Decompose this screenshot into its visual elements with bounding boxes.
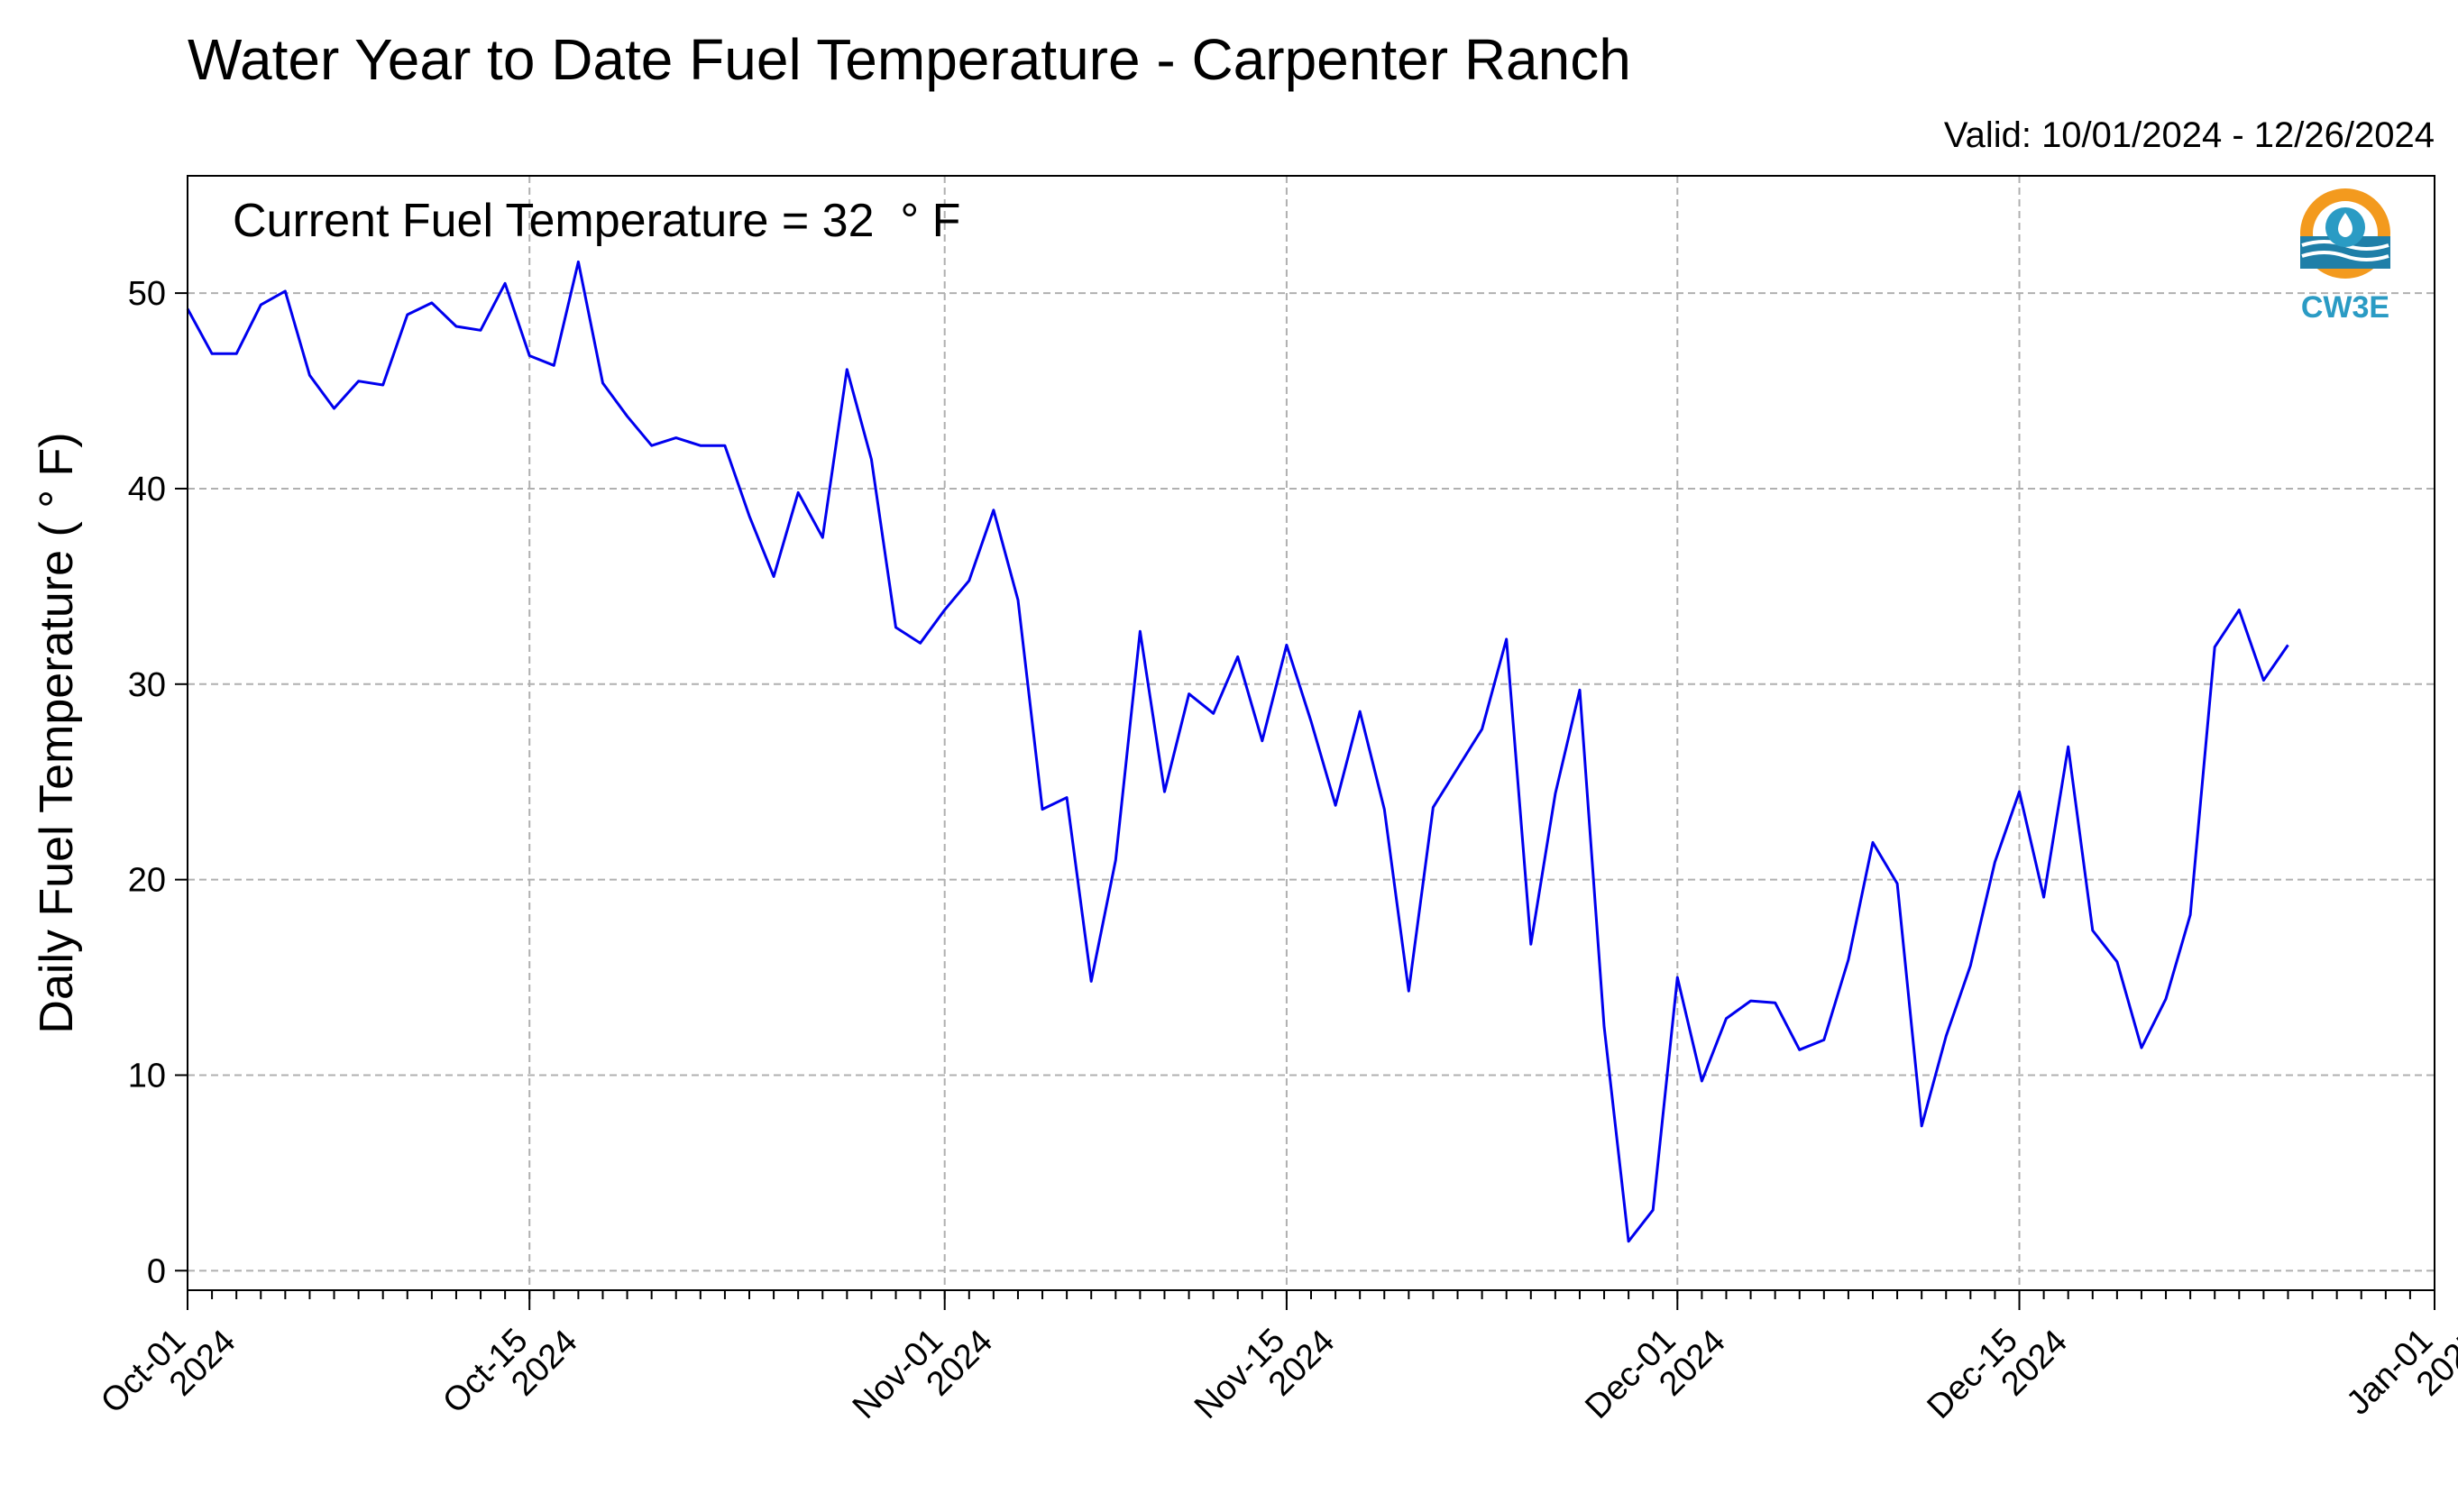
x-tick-label: Jan-012025 [2339, 1297, 2458, 1448]
water-drop-icon [2338, 213, 2353, 237]
y-tick-label: 10 [128, 1057, 166, 1095]
axis-ticks: 0 10 20 30 40 50 Oct-012024 Oct-152024 Nov-01202… [94, 275, 2458, 1452]
cw3e-logo: CW3E [2300, 188, 2390, 325]
y-tick-label: 20 [128, 862, 166, 900]
x-tick-label: Nov-152024 [1188, 1297, 1342, 1452]
x-tick-label: Dec-152024 [1921, 1297, 2075, 1452]
x-tick-label: Oct-152024 [436, 1297, 584, 1446]
data-series [186, 260, 2289, 1243]
current-fuel-temperature-annotation: Current Fuel Temperature = 32 ° F [233, 195, 960, 247]
chart-title: Water Year to Date Fuel Temperature - Ca… [188, 27, 1631, 92]
fuel-temperature-line [186, 260, 2289, 1243]
y-tick-label: 30 [128, 666, 166, 704]
x-tick-label: Oct-012024 [94, 1297, 243, 1446]
x-tick-label: Nov-012024 [846, 1297, 1000, 1452]
y-tick-label: 50 [128, 275, 166, 313]
logo-text: CW3E [2301, 290, 2389, 325]
y-axis-label: Daily Fuel Temperature ( ° F) [31, 432, 83, 1033]
chart-subtitle: Valid: 10/01/2024 - 12/26/2024 [1944, 115, 2435, 155]
x-tick-label: Dec-012024 [1578, 1297, 1732, 1452]
y-tick-label: 0 [147, 1252, 166, 1290]
y-tick-label: 40 [128, 471, 166, 509]
